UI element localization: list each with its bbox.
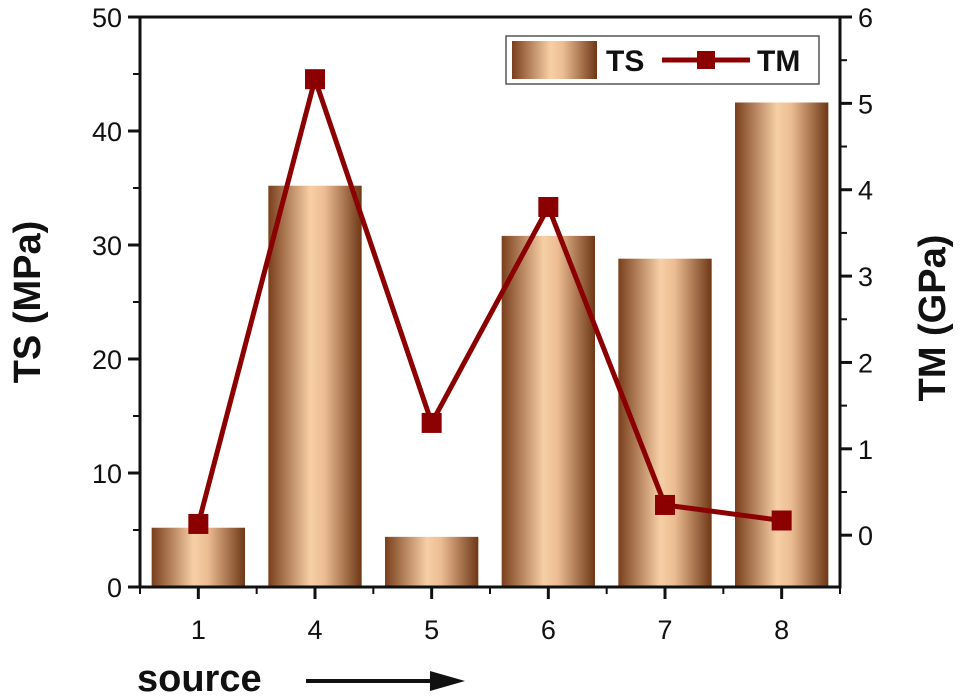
right-tick-label: 2 [858,348,873,378]
x-tick-label: 7 [657,615,672,645]
tm-marker-1 [188,513,209,534]
ts-bar-1 [151,527,245,587]
tm-marker-7 [655,494,675,515]
tm-marker-5 [421,412,442,433]
x-axis-title: source [137,658,262,699]
left-tick-label: 0 [107,573,122,603]
left-tick-label: 10 [92,459,122,489]
right-tick-label: 0 [858,521,873,551]
ts-bar-8 [735,102,829,587]
right-tick-label: 6 [858,3,873,33]
x-tick-label: 1 [191,615,206,645]
left-tick-label: 30 [92,231,122,261]
x-tick-label: 4 [307,615,322,645]
x-axis-arrow [306,671,465,691]
x-tick-label: 6 [541,615,556,645]
right-axis: 0 1 2 3 4 5 6 [840,3,873,551]
ts-bar-4 [268,185,362,587]
left-tick-label: 20 [92,345,122,375]
x-axis: 1 4 5 6 7 8 [139,587,841,645]
legend: TS TM [505,35,820,85]
right-axis-title: TM (GPa) [912,235,954,402]
ts-bar-6 [501,235,595,587]
right-tick-label: 1 [858,435,873,465]
legend-ts-swatch [512,41,597,79]
x-tick-label: 5 [424,615,439,645]
ts-bar-5 [385,536,479,587]
right-tick-label: 3 [858,262,873,292]
legend-tm-marker [697,51,715,69]
tm-marker-4 [305,69,325,90]
right-tick-label: 5 [858,89,873,119]
tm-line [195,70,782,525]
tm-series-layer [188,69,792,534]
left-axis: 0 10 20 30 40 50 [92,3,140,603]
left-tick-label: 50 [92,3,122,33]
tm-marker-6 [538,197,559,217]
left-axis-title: TS (MPa) [7,221,49,384]
legend-ts-label: TS [606,45,644,78]
left-tick-label: 40 [92,117,122,147]
right-tick-label: 4 [858,176,873,206]
legend-tm-label: TM [757,45,800,78]
x-tick-label: 8 [774,615,789,645]
tm-marker-8 [771,510,792,531]
